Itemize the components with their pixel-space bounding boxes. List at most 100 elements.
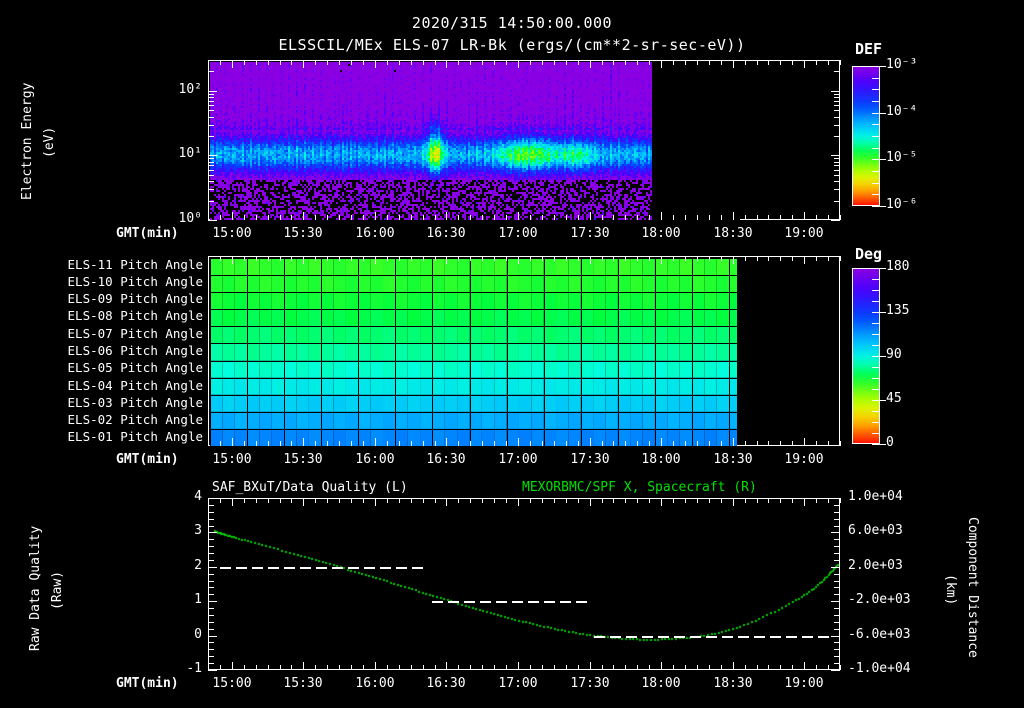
axis-tick — [840, 498, 841, 503]
axis-tick — [208, 642, 214, 643]
axis-tick — [613, 441, 614, 446]
axis-tick — [351, 665, 352, 670]
axis-tick — [470, 256, 471, 261]
panel1-y-axis-unit: (eV) — [42, 126, 57, 158]
axis-tick — [872, 194, 880, 195]
orbit-distance-curve — [209, 499, 839, 669]
axis-tick — [208, 498, 209, 503]
tick-label: 19:00 — [784, 226, 824, 241]
axis-tick — [834, 60, 840, 61]
axis-tick — [831, 532, 840, 533]
axis-tick — [602, 256, 603, 261]
tick-label: -1.0e+04 — [848, 661, 911, 676]
axis-tick — [673, 256, 674, 261]
tick-label: 1.0e+04 — [848, 489, 903, 504]
axis-tick — [351, 60, 352, 65]
axis-tick — [506, 441, 507, 446]
axis-tick — [542, 441, 543, 446]
axis-tick — [834, 170, 840, 171]
axis-tick — [828, 498, 829, 503]
axis-tick — [834, 117, 840, 118]
axis-tick — [423, 441, 424, 446]
axis-tick — [840, 665, 841, 670]
axis-tick — [673, 60, 674, 65]
axis-tick — [578, 256, 579, 261]
axis-tick — [280, 215, 281, 220]
axis-tick — [590, 256, 591, 264]
axis-tick — [518, 60, 519, 68]
axis-tick — [208, 97, 214, 98]
axis-tick — [268, 215, 269, 220]
axis-tick — [518, 438, 519, 446]
axis-tick — [280, 441, 281, 446]
axis-tick — [256, 215, 257, 220]
axis-tick — [831, 601, 840, 602]
plot-title-dataset: ELSSCIL/MEx ELS-07 LR-Bk (ergs/(cm**2-sr… — [278, 36, 746, 54]
axis-tick — [256, 60, 257, 65]
axis-tick — [745, 60, 746, 65]
axis-tick — [423, 215, 424, 220]
axis-tick — [315, 665, 316, 670]
axis-tick — [351, 441, 352, 446]
axis-tick — [530, 60, 531, 65]
axis-tick — [834, 581, 840, 582]
tick-label: 10¹ — [178, 146, 202, 161]
axis-tick — [872, 78, 880, 79]
tick-label: 15:30 — [283, 676, 323, 691]
axis-tick — [661, 60, 662, 68]
axis-tick — [872, 171, 880, 172]
tick-label: 0 — [886, 435, 894, 450]
axis-tick — [673, 215, 674, 220]
tick-label: 16:00 — [355, 452, 395, 467]
axis-tick — [554, 60, 555, 65]
axis-tick — [470, 441, 471, 446]
axis-tick — [834, 649, 840, 650]
axis-tick — [834, 101, 840, 102]
tick-label: -1 — [186, 661, 202, 676]
axis-tick — [831, 155, 840, 156]
panel1-plot-area[interactable] — [208, 60, 840, 220]
axis-tick — [303, 662, 304, 670]
axis-tick — [327, 498, 328, 503]
tick-label: 10⁻³ — [886, 57, 918, 72]
axis-tick — [280, 60, 281, 65]
axis-tick — [872, 301, 880, 302]
axis-tick — [685, 441, 686, 446]
tick-label: 15:00 — [212, 676, 252, 691]
axis-tick — [351, 215, 352, 220]
axis-tick — [232, 438, 233, 446]
axis-tick — [208, 136, 214, 137]
axis-tick — [816, 498, 817, 503]
axis-tick — [303, 256, 304, 264]
axis-tick — [872, 389, 880, 390]
axis-tick — [637, 215, 638, 220]
axis-tick — [399, 215, 400, 220]
axis-tick — [435, 60, 436, 65]
axis-tick — [880, 113, 886, 114]
panel3-plot-area[interactable] — [208, 498, 840, 670]
axis-tick — [435, 665, 436, 670]
axis-tick — [745, 441, 746, 446]
axis-tick — [685, 498, 686, 503]
panel2-plot-area[interactable] — [208, 256, 840, 446]
axis-tick — [872, 113, 880, 114]
axis-tick — [208, 622, 214, 623]
axis-tick — [530, 215, 531, 220]
axis-tick — [482, 215, 483, 220]
axis-tick — [834, 105, 840, 106]
tick-label: 16:00 — [355, 676, 395, 691]
axis-tick — [872, 345, 880, 346]
axis-tick — [566, 256, 567, 261]
axis-tick — [387, 215, 388, 220]
axis-tick — [470, 215, 471, 220]
axis-tick — [208, 663, 214, 664]
axis-tick — [804, 256, 805, 264]
axis-tick — [757, 441, 758, 446]
axis-tick — [542, 665, 543, 670]
axis-tick — [208, 519, 214, 520]
axis-tick — [872, 183, 880, 184]
axis-tick — [327, 441, 328, 446]
tick-label: 19:00 — [784, 676, 824, 691]
axis-tick — [733, 438, 734, 446]
axis-tick — [244, 215, 245, 220]
